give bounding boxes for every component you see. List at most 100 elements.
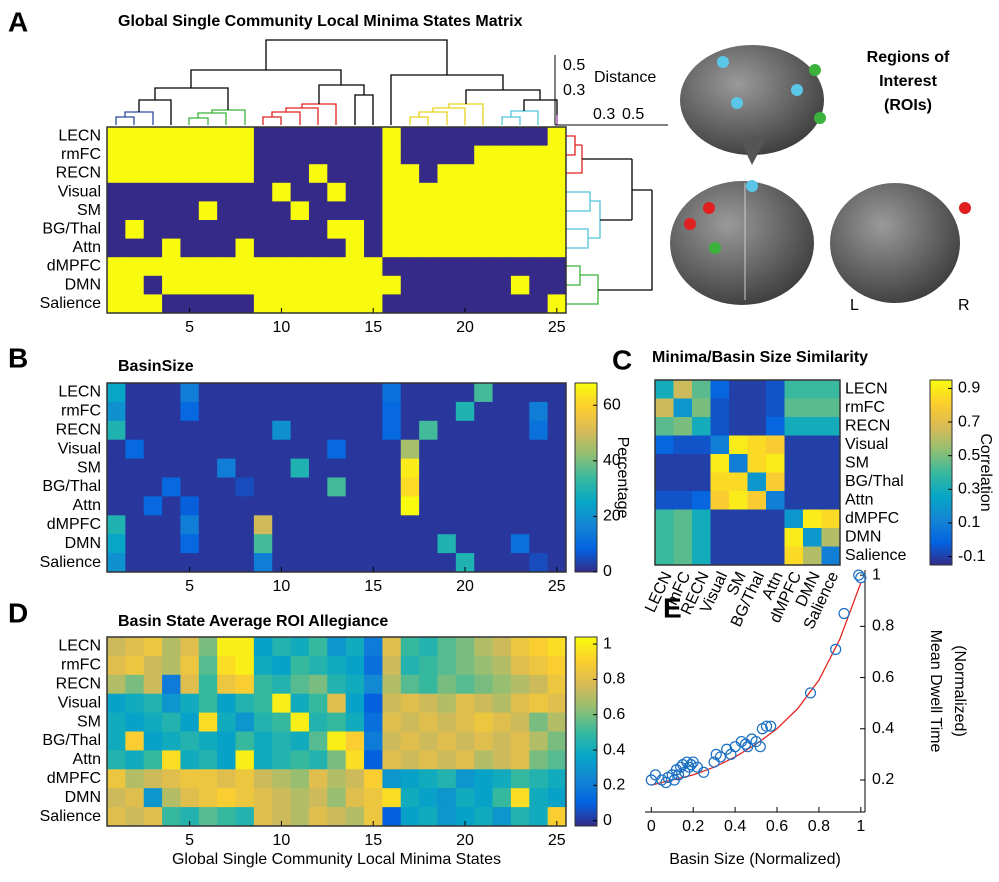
heatmap-cell [784,528,804,547]
heatmap-cell [529,220,549,239]
heatmap-cell [272,534,291,554]
heatmap-cell [235,182,255,202]
colorbar-strip [575,781,597,786]
heatmap-cell [235,693,255,713]
heatmap-cell [198,145,218,165]
heatmap-cell [455,637,475,657]
colorbar-tick-label: 0.5 [958,447,980,464]
colorbar-strip [575,744,597,748]
heatmap-cell [382,238,402,258]
heatmap-cell [492,164,512,184]
heatmap-cell [345,439,365,459]
x-tick-label: 10 [273,578,291,595]
colorbar-strip [930,395,952,399]
heatmap-cell [345,553,365,573]
heatmap-cell [747,380,767,399]
heatmap-cell [547,674,567,695]
heatmap-cell [437,383,457,403]
heatmap-cell [162,515,181,535]
colorbar-strip [575,637,597,641]
heatmap-frame [106,636,567,827]
heatmap-cell [125,257,145,277]
x-tick-label: 25 [548,319,566,336]
heatmap-cell [419,458,438,478]
heatmap-cell [327,145,347,165]
heatmap-cell [455,164,475,184]
colorbar-strip [575,668,597,673]
panel-title: Global Single Community Local Minima Sta… [118,13,523,30]
colorbar-strip [575,468,597,472]
hemisphere-label: R [958,297,970,314]
heatmap-cell [180,182,200,202]
heatmap-cell [107,201,126,221]
heatmap-cell [235,534,255,554]
heatmap-cell [364,807,383,827]
heatmap-cell [272,127,291,146]
heatmap-cell [217,201,236,221]
heatmap-cell [308,553,328,573]
heatmap-cell [162,164,181,184]
heatmap-cell [474,496,493,516]
heatmap-cell [198,637,218,657]
heatmap-cell [455,674,475,695]
heatmap-cell [455,553,475,573]
heatmap-cell [364,496,383,516]
colorbar-strip [575,430,597,434]
colorbar-tick-label: 0.6 [603,706,625,723]
heatmap-cell [673,417,693,436]
colorbar-strip [930,463,952,467]
heatmap-cell [455,750,475,770]
heatmap-cell [455,145,475,165]
heatmap-cell [290,164,310,184]
heatmap-cell [547,201,567,221]
heatmap-cell [419,294,438,314]
heatmap-cell [107,145,126,165]
heatmap-cell [143,238,163,258]
heatmap-cell [784,435,804,455]
heatmap-cell [510,458,530,478]
heatmap-cell [125,201,145,221]
colorbar-strip [575,769,597,773]
heatmap-cell [455,127,475,146]
heatmap-cell [290,731,310,751]
heatmap-cell [308,401,328,422]
colorbar-strip [575,446,597,450]
heatmap-cell [455,731,475,751]
heatmap-cell [510,238,530,258]
heatmap-cell [400,458,420,478]
heatmap-cell [766,454,785,473]
colorbar-tick-label: 60 [603,396,621,413]
heatmap-cell [529,145,549,165]
heatmap-cell [400,477,420,497]
colorbar-tick-label: 0 [603,563,612,580]
heatmap-cell [529,750,549,770]
data-point [830,643,842,655]
heatmap-cell [162,788,181,808]
heatmap-cell [180,275,200,295]
heatmap-cell [107,553,126,573]
heatmap-cell [217,145,236,165]
colorbar-strip [575,778,597,783]
heatmap-cell [710,491,730,510]
heatmap-cell [821,435,841,455]
heatmap-cell [419,145,438,165]
row-label: DMN [65,789,101,806]
colorbar-strip [575,747,597,751]
colorbar-strip [575,436,597,441]
colorbar-strip [575,655,597,660]
heatmap-cell [180,788,200,808]
heatmap-cell [143,515,163,535]
heatmap-cell [455,182,475,202]
colorbar-strip [575,734,597,739]
heatmap-cell [290,383,310,403]
heatmap-cell [419,401,438,422]
heatmap-cell [547,477,567,497]
colorbar-strip [575,537,597,541]
row-label: Visual [845,436,888,453]
colorbar-strip [930,546,952,551]
heatmap-cell [327,496,347,516]
colorbar-strip [930,460,952,464]
heatmap-cell [345,458,365,478]
heatmap-cell [217,220,236,239]
heatmap-cell [821,417,841,436]
